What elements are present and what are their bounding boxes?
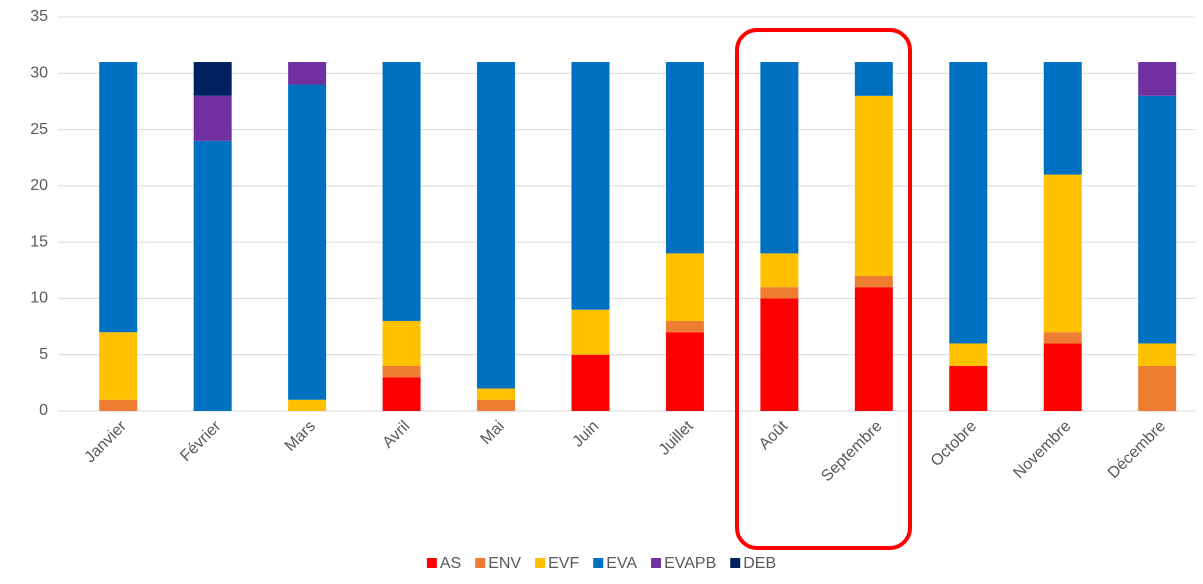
bar-segment — [760, 253, 799, 288]
bar-segment — [288, 399, 327, 411]
bar-segment — [665, 62, 704, 254]
x-tick-label: Juin — [570, 418, 603, 451]
bar-segment — [571, 62, 610, 310]
x-tick-label: Mars — [282, 418, 319, 455]
bar-segment — [477, 399, 516, 411]
bar-segment — [665, 253, 704, 321]
x-tick-label: Octobre — [928, 418, 980, 470]
legend-label: AS — [440, 555, 461, 572]
bar-segment — [854, 95, 893, 276]
bar-segment — [1043, 174, 1082, 333]
x-tick-label: Juillet — [656, 417, 697, 458]
x-tick-label: Mai — [478, 418, 508, 448]
highlight-box — [735, 28, 912, 550]
legend-label: EVAPB — [664, 555, 716, 572]
x-tick-label: Novembre — [1010, 418, 1074, 482]
bar-segment — [1138, 62, 1177, 96]
bar-segment — [193, 95, 232, 141]
legend-swatch — [475, 558, 486, 568]
legend-swatch — [426, 558, 437, 568]
bar-segment — [665, 320, 704, 333]
bar-segment — [1138, 95, 1177, 344]
bar-segment — [760, 287, 799, 299]
bar-segment — [1043, 343, 1082, 411]
bar-segment — [949, 62, 988, 344]
x-tick-label: Décembre — [1105, 418, 1169, 482]
legend-swatch — [593, 558, 604, 568]
bar-segment — [382, 320, 421, 366]
bar-segment — [760, 298, 799, 411]
bar-segment — [288, 62, 327, 85]
bar-segment — [665, 332, 704, 411]
legend-swatch — [730, 558, 741, 568]
bar-segment — [854, 287, 893, 411]
bar-segment — [382, 62, 421, 321]
x-tick-label: Août — [756, 417, 792, 453]
legend-swatch — [535, 558, 546, 568]
bar-segment — [288, 84, 327, 400]
legend-swatch — [651, 558, 662, 568]
y-tick-label: 25 — [30, 121, 48, 138]
bar-segment — [99, 332, 138, 400]
x-tick-label: Septembre — [818, 418, 885, 485]
y-tick-label: 15 — [30, 233, 48, 250]
y-tick-label: 20 — [30, 177, 48, 194]
bar-segment — [1043, 62, 1082, 175]
bar-segment — [571, 309, 610, 355]
bar-segment — [193, 62, 232, 96]
bar-segment — [477, 388, 516, 400]
bar-segment — [1138, 365, 1177, 411]
bar-segment — [382, 365, 421, 378]
bar-segment — [477, 62, 516, 389]
y-tick-label: 30 — [30, 65, 48, 82]
bar-segment — [193, 140, 232, 412]
bar-segment — [854, 275, 893, 288]
legend-label: EVF — [548, 555, 579, 572]
bar-segment — [99, 62, 138, 333]
bar-segment — [99, 399, 138, 411]
bar-segment — [854, 62, 893, 96]
x-tick-label: Février — [177, 417, 225, 465]
legend-label: EVA — [606, 555, 637, 572]
bar-segment — [1043, 332, 1082, 344]
bar-segment — [1138, 343, 1177, 366]
bar-segment — [949, 365, 988, 411]
legend-label: DEB — [743, 555, 776, 572]
y-tick-label: 10 — [30, 290, 48, 307]
y-tick-label: 5 — [39, 346, 48, 363]
bar-segment — [382, 377, 421, 411]
bar-segment — [949, 343, 988, 366]
bar-segment — [760, 62, 799, 254]
legend-label: ENV — [488, 555, 521, 572]
x-tick-label: Avril — [380, 418, 414, 452]
x-tick-label: Janvier — [82, 417, 131, 466]
y-tick-label: 0 — [39, 402, 48, 419]
bar-segment — [571, 354, 610, 411]
legend: AS ENV EVF EVA EVAPB DEB — [426, 555, 776, 572]
y-tick-label: 35 — [30, 8, 48, 25]
